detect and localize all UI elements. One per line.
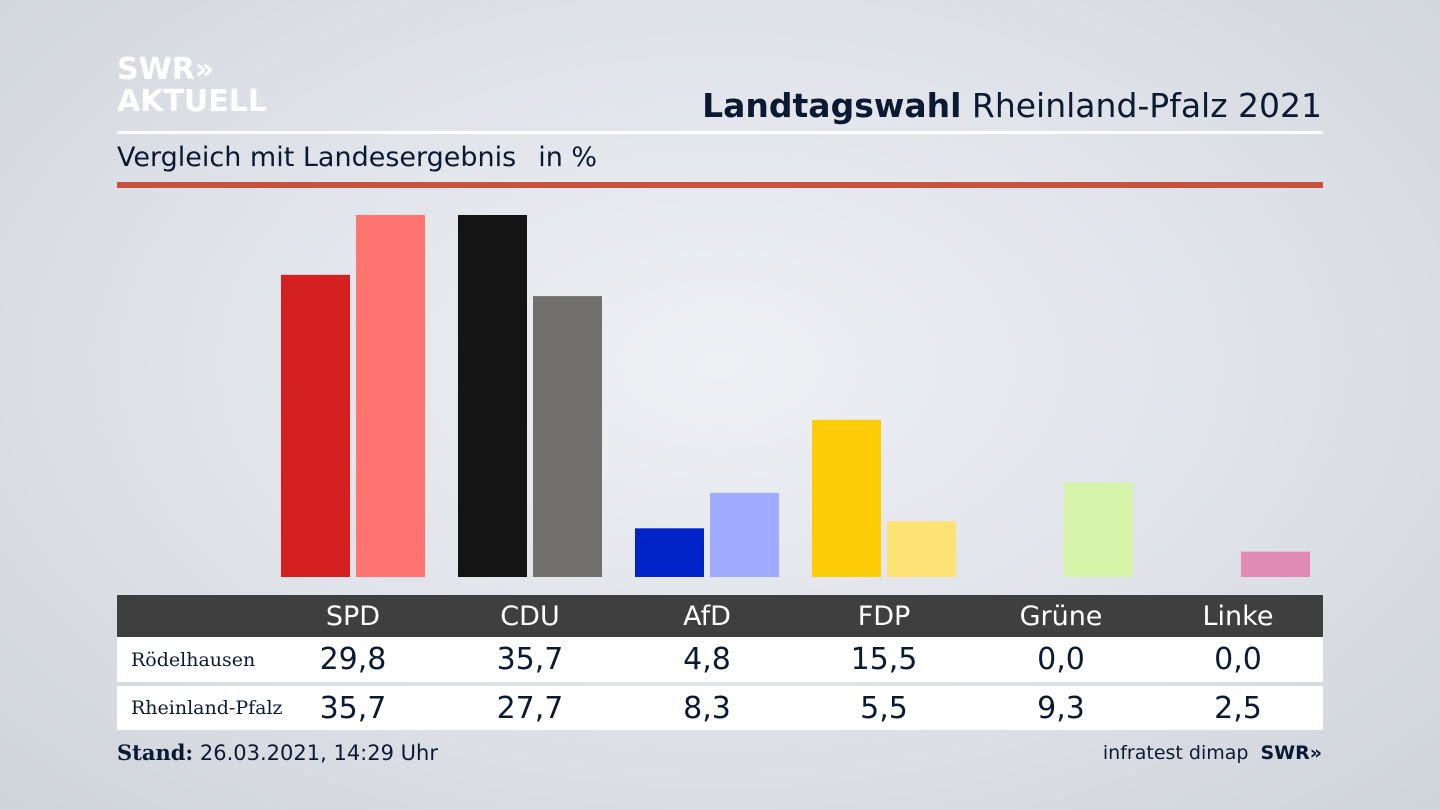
party-label-linke: Linke [1202, 600, 1274, 632]
bar-cdu-state [533, 296, 602, 577]
value-label: 35,7 [319, 690, 387, 726]
bar-afd-local [635, 528, 704, 577]
source-credit: infratest dimap SWR» [1103, 742, 1322, 764]
value-label: 0,0 [1214, 642, 1262, 677]
bar-chart [281, 215, 1310, 577]
chart-subtitle: Vergleich mit Landesergebnis in % [117, 142, 597, 173]
value-label: 8,3 [683, 690, 731, 726]
party-header-row: SPD CDU AfD FDP Grüne Linke [117, 595, 1323, 637]
results-table: SPD CDU AfD FDP Grüne Linke Rödelhausen 29,8 3… [117, 595, 1323, 730]
value-label: 2,5 [1214, 690, 1262, 726]
table-row: Rödelhausen 29,8 35,7 4,8 15,5 0,0 0,0 [117, 637, 1323, 682]
party-label-grne: Grüne [1019, 600, 1103, 632]
bar-spd-state [356, 215, 425, 577]
value-label: 9,3 [1037, 690, 1085, 726]
value-label: 5,5 [860, 690, 908, 726]
logo-line1: SWR» [117, 52, 215, 87]
value-label: 15,5 [850, 642, 918, 677]
value-label: 0,0 [1037, 642, 1085, 677]
party-label-cdu: CDU [500, 600, 560, 632]
stand-label: Stand: [117, 740, 194, 765]
bar-cdu-local [458, 215, 527, 577]
bar-linke-state [1241, 551, 1310, 577]
bar-fdp-local [812, 419, 881, 577]
bar-grne-state [1064, 482, 1133, 577]
title-divider [117, 131, 1323, 134]
party-label-fdp: FDP [857, 600, 911, 632]
row-label-local: Rödelhausen [131, 648, 256, 671]
bar-afd-state [710, 492, 779, 577]
title-bold: Landtagswahl [702, 86, 962, 125]
value-label: 4,8 [683, 642, 731, 677]
swr-small-logo: SWR» [1260, 742, 1322, 764]
unit-label: in % [538, 142, 598, 173]
logo-line2: AKTUELL [117, 84, 268, 119]
value-label: 29,8 [319, 642, 387, 677]
party-label-afd: AfD [683, 600, 731, 632]
subtitle-text: Vergleich mit Landesergebnis [117, 142, 517, 173]
chart-title: Landtagswahl Rheinland-Pfalz 2021 [702, 86, 1322, 125]
value-label: 35,7 [496, 642, 564, 677]
title-rest: Rheinland-Pfalz 2021 [971, 86, 1322, 125]
party-label-spd: SPD [325, 600, 381, 632]
value-label: 27,7 [496, 690, 564, 726]
stand-value: 26.03.2021, 14:29 Uhr [199, 741, 438, 765]
source-text: infratest dimap [1102, 742, 1249, 764]
timestamp: Stand: 26.03.2021, 14:29 Uhr [117, 740, 438, 765]
bar-fdp-state [887, 521, 956, 577]
accent-rule [117, 182, 1323, 188]
bar-spd-local [281, 274, 350, 577]
swr-aktuell-logo: SWR» AKTUELL [117, 54, 267, 118]
row-label-state: Rheinland-Pfalz [131, 697, 283, 719]
table-row: Rheinland-Pfalz 35,7 27,7 8,3 5,5 9,3 2,5 [117, 686, 1323, 730]
